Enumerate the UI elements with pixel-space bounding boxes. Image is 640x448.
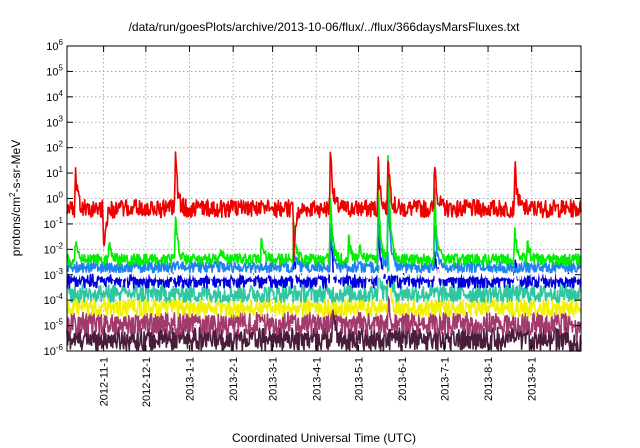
y-tick-label: 102 (46, 140, 63, 155)
x-tick-label: 2013-8-1 (483, 357, 495, 401)
x-tick-label: 2013-9-1 (527, 357, 539, 401)
y-tick-label: 10-2 (44, 241, 64, 256)
x-tick-label: 2013-3-1 (268, 357, 280, 401)
flux-series-line (66, 251, 582, 318)
flux-series-line (66, 251, 582, 304)
x-tick-label: 2013-2-1 (228, 357, 240, 401)
x-tick-label: 2013-5-1 (354, 357, 366, 401)
flux-series-line (66, 151, 582, 261)
x-tick-label: 2013-1-1 (185, 357, 197, 401)
y-tick-label: 10-5 (44, 318, 64, 333)
y-tick-label: 10-3 (44, 267, 64, 282)
y-tick-label: 10-4 (44, 292, 64, 307)
y-tick-label: 105 (46, 63, 63, 78)
grid-lines (67, 46, 581, 351)
flux-series-line (66, 298, 582, 352)
series-group (66, 151, 582, 352)
flux-series-line (66, 227, 582, 289)
x-tick-label: 2012-12-1 (141, 357, 153, 407)
flux-series-line (66, 154, 582, 266)
y-tick-label: 10-6 (44, 343, 64, 358)
y-tick-label: 103 (46, 114, 63, 129)
y-tick-label: 100 (46, 191, 63, 206)
axes: 10-6 10-5 10-4 10-3 10-2 10-1 100 101 102 103 104 1… (44, 38, 582, 407)
y-tick-label: 10-1 (44, 216, 64, 231)
x-tick-label: 2013-6-1 (397, 357, 409, 401)
y-tick-label: 106 (46, 38, 63, 53)
y-axis-label: protons/cm2-s-sr-MeV (8, 140, 23, 256)
x-tick-label: 2012-11-1 (99, 357, 111, 406)
chart-title: /data/run/goesPlots/archive/2013-10-06/f… (129, 20, 521, 34)
y-tick-label: 101 (46, 165, 63, 180)
y-tick-label: 104 (46, 89, 63, 104)
x-tick-label: 2013-4-1 (311, 357, 323, 401)
x-tick-label: 2013-7-1 (439, 357, 451, 401)
x-axis-label: Coordinated Universal Time (UTC) (232, 431, 416, 445)
